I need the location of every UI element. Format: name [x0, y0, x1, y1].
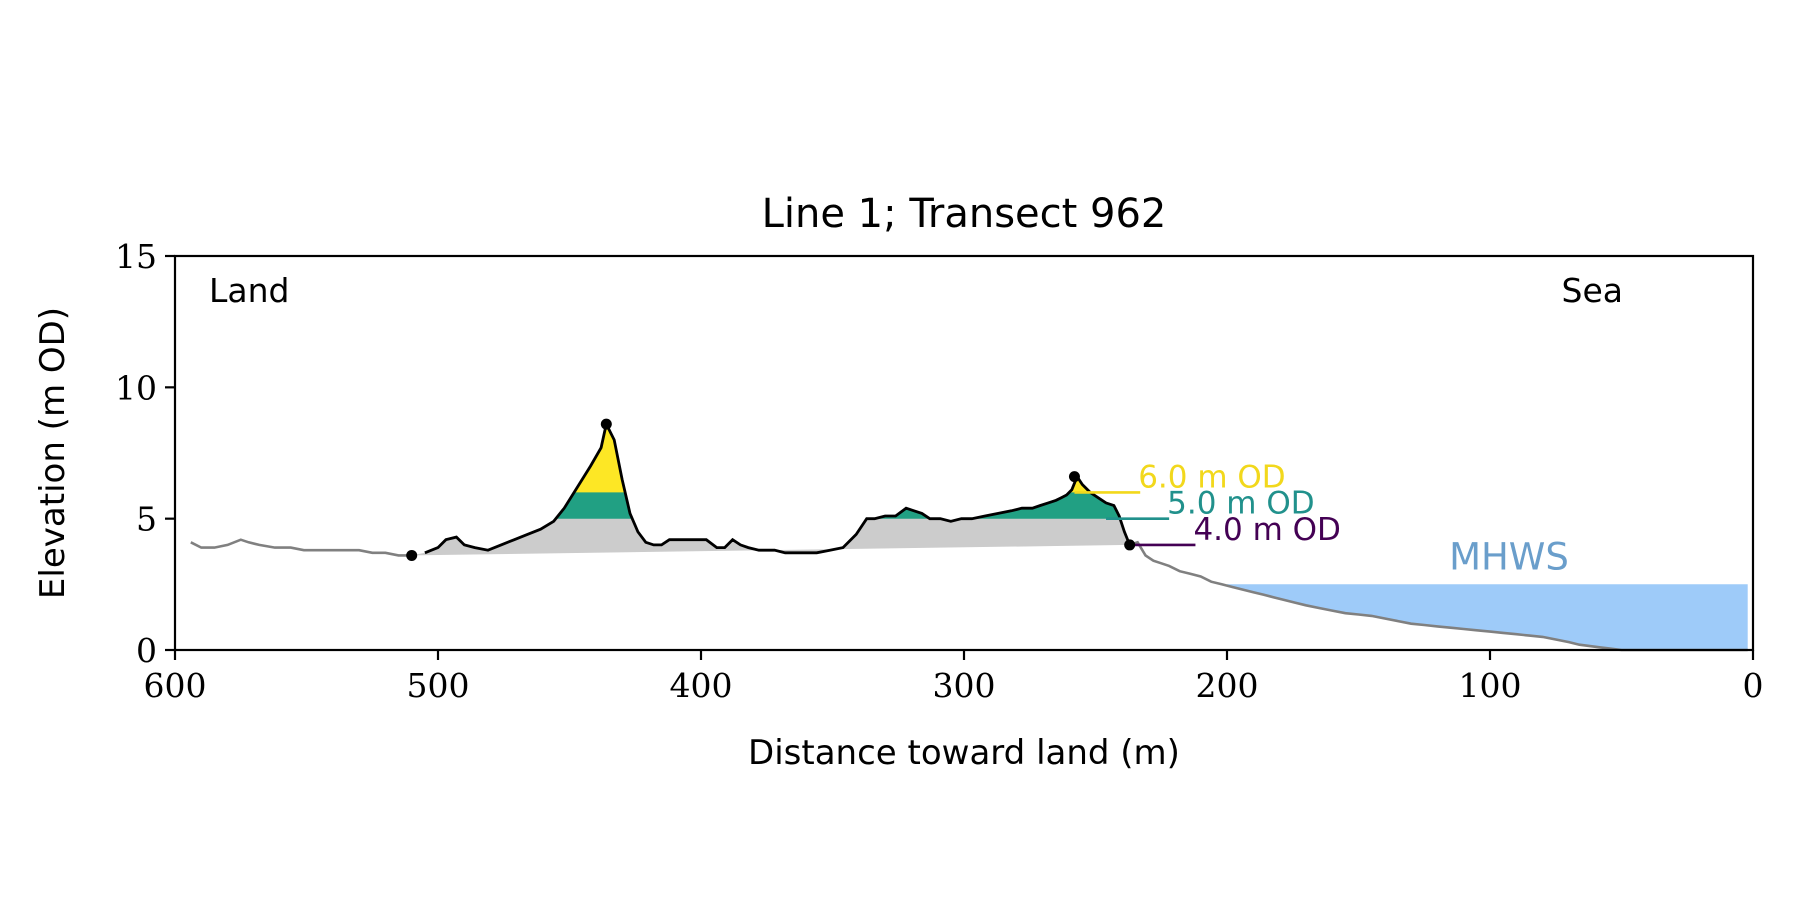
marked-points — [406, 418, 1136, 561]
level-label-0: 6.0 m OD — [1138, 459, 1285, 495]
mhws-area — [1227, 584, 1748, 650]
y-tick-label-0: 0 — [136, 631, 157, 670]
level-label-1: 5.0 m OD — [1167, 486, 1314, 522]
x-tick-label-100: 100 — [1459, 666, 1522, 705]
sea-label: Sea — [1562, 271, 1623, 310]
dune-fill-area — [411, 424, 1130, 556]
chart-title: Line 1; Transect 962 — [762, 191, 1167, 237]
x-axis-label: Distance toward land (m) — [748, 733, 1180, 773]
mhws-water-fill — [1227, 584, 1748, 650]
mhws-label: MHWS — [1449, 535, 1569, 578]
marked-point-1 — [600, 418, 612, 430]
fill-above-6m — [574, 424, 1089, 493]
x-tick-label-500: 500 — [407, 666, 470, 705]
marked-point-3 — [1124, 539, 1136, 551]
level-label-2: 4.0 m OD — [1193, 512, 1340, 548]
y-tick-label-10: 10 — [115, 368, 157, 407]
marked-point-2 — [1068, 471, 1080, 483]
x-tick-label-400: 400 — [670, 666, 733, 705]
land-label: Land — [209, 271, 289, 310]
x-tick-label-200: 200 — [1196, 666, 1259, 705]
y-axis-label: Elevation (m OD) — [33, 307, 73, 599]
x-tick-label-0: 0 — [1743, 666, 1764, 705]
dune-volume-fill — [411, 424, 1130, 556]
level-markers: 6.0 m OD5.0 m OD4.0 m OD — [1074, 459, 1341, 548]
y-tick-label-5: 5 — [136, 500, 157, 539]
x-tick-label-300: 300 — [933, 666, 996, 705]
axis-ticks: 600 500 400 300 200 100 0 0 5 10 15 — [115, 237, 1764, 705]
fill-above-5m — [556, 424, 1120, 519]
profile-line-landward — [190, 538, 410, 557]
x-tick-label-600: 600 — [144, 666, 207, 705]
marked-point-0 — [406, 549, 418, 561]
profile-line-dune — [424, 419, 1131, 555]
y-tick-label-15: 15 — [115, 237, 157, 276]
